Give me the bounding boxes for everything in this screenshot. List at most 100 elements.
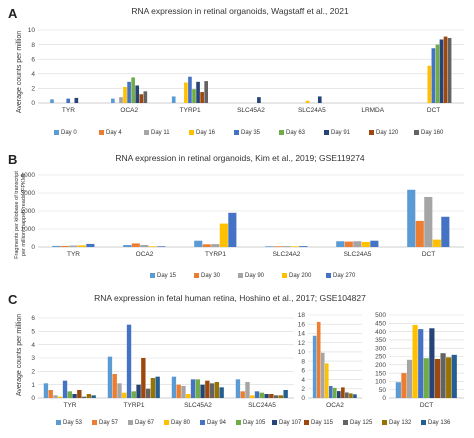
panel-c1-bar-tyrp1-day-105 [131, 391, 136, 398]
panel-c2-bar-oca2-day-125 [345, 392, 349, 398]
panel-b-category-label: TYR [67, 251, 80, 258]
panel-c-legend-swatch [272, 420, 277, 425]
panel-a-legend-label: Day 120 [376, 130, 399, 136]
panel-c1-bar-slc24a5-day-132 [278, 395, 284, 398]
panel-b-bar-oca2-day-200 [148, 246, 157, 247]
panel-b-legend-swatch [150, 273, 155, 278]
panel-a-y-ticks: 0 2 4 6 8 10 [28, 27, 36, 107]
panel-a-bar-tyrp1-day-35 [188, 76, 192, 103]
panel-c1-bar-tyr-day-67 [53, 395, 58, 398]
panel-a-bar-slc24a5-day-16 [305, 100, 310, 103]
panel-c2-bar-oca2-day-53 [312, 335, 317, 398]
panel-b-bar-dct-day-270 [441, 216, 450, 247]
panel-a-y-tick-label: 8 [31, 42, 35, 49]
panel-c3-y-tick-label: 50 [379, 387, 387, 394]
panel-b-bar-tyr-day-30 [60, 245, 69, 247]
panel-c1-category-label: TYRP1 [124, 402, 145, 409]
panel-c-legend-label: Day 57 [99, 420, 119, 426]
panel-b-bar-tyrp1-day-200 [219, 223, 228, 247]
panel-c2-y-ticks: 0 2 4 6 8 10 12 14 16 18 [298, 312, 306, 402]
panel-c-legend-label: Day 125 [350, 420, 373, 426]
panel-b-ylabel-line-2: per million mapped reads (FPKM) [21, 174, 27, 256]
panel-a-bar-dct-day-16 [427, 65, 432, 103]
panel-c1-bar-slc24a5-day-125 [273, 395, 279, 398]
panel-b-bar-oca2-day-90 [140, 245, 149, 247]
panel-a-category-label: OCA2 [120, 107, 138, 114]
panel-c-legend-label: Day 132 [389, 420, 412, 426]
panel-a-bar-tyrp1-day-160 [204, 81, 208, 103]
panel-c1-bar-tyrp1-day-80 [122, 392, 127, 398]
panel-a-categories: TYR OCA2 TYRP1 SLC45A2 SLC24A5 LRMDA DCT [62, 107, 440, 114]
panel-c2-y-tick-label: 16 [298, 321, 306, 328]
panel-c3-bar-dct-day-107 [429, 328, 435, 398]
panel-c1-bar-tyrp1-day-136 [155, 376, 160, 398]
panel-c-legend-swatch [92, 420, 97, 425]
panel-b-bar-slc24a5-day-90 [353, 241, 362, 247]
panel-b-bar-dct-day-90 [424, 196, 433, 247]
panel-c1-y-ticks: 0 1 2 3 4 5 6 [31, 315, 35, 402]
panel-c1-bar-tyrp1-day-125 [145, 388, 151, 398]
panel-c-legend-swatch [164, 420, 169, 425]
panel-c3-categories: DCT [420, 402, 433, 409]
panel-a-bar-oca2-day-16 [123, 86, 127, 103]
panel-c3-y-tick-label: 0 [382, 395, 386, 402]
panel-c1-bar-slc24a5-day-94 [254, 391, 260, 398]
panel-a-bar-dct-day-120 [443, 36, 448, 103]
panel-c2-bar-oca2-day-94 [328, 386, 333, 398]
panel-b-bar-tyrp1-day-270 [228, 212, 237, 247]
panel-a-bar-tyrp1-day-63 [192, 89, 196, 103]
panel-a-y-tick-label: 10 [28, 27, 36, 34]
panel-c1-bar-slc24a5-day-80 [250, 395, 255, 398]
panel-c1-y-tick-label: 2 [31, 369, 35, 376]
panel-c-legend-label: Day 107 [279, 420, 302, 426]
panel-c1-bar-slc24a5-day-136 [283, 390, 288, 398]
panel-b-y-tick-label: 2000 [21, 208, 36, 215]
panel-b-legend-swatch [282, 273, 287, 278]
panel-b-letter: B [8, 152, 17, 167]
panel-a-bar-tyrp1-day-120 [200, 92, 204, 103]
panel-a-legend-swatch [189, 130, 194, 135]
panel-a-category-label: TYR [62, 107, 75, 114]
panel-b-bar-tyrp1-day-90 [211, 244, 220, 247]
panel-b-bar-slc24a5-day-30 [344, 241, 353, 247]
panel-b-bar-slc24a2-day-270 [299, 246, 308, 247]
panel-c-legend-swatch [128, 420, 133, 425]
panel-c3-y-tick-label: 150 [375, 370, 386, 377]
panel-b-legend-swatch [326, 273, 331, 278]
panel-a-bar-dct-day-160 [447, 38, 452, 103]
panel-c1-bar-tyr-day-107 [72, 394, 77, 398]
panel-c1-category-label: SLC45A2 [184, 402, 212, 409]
panel-b-bar-slc24a5-day-15 [336, 241, 345, 247]
panel-c3-bar-dct-day-57 [401, 373, 407, 398]
panel-c1-grid [38, 317, 294, 399]
panel-a-bar-slc45a2-day-91 [257, 97, 261, 103]
panel-c2-bar-oca2-day-107 [337, 391, 341, 398]
panel-c-legend-label: Day 115 [311, 420, 334, 426]
panel-c2-bar-oca2-day-80 [324, 363, 329, 398]
panel-b-category-label: SLC24A2 [273, 251, 301, 258]
panel-c-legend-swatch [200, 420, 205, 425]
panel-b-bar-dct-day-30 [415, 220, 424, 247]
panel-b-ylabel-line-1: Fragments per kilobase of transcript [14, 171, 20, 259]
panel-c-legend-swatch [343, 420, 348, 425]
panel-c-legend-label: Day 80 [171, 420, 191, 426]
panel-b-legend-label: Day 90 [245, 273, 265, 279]
panel-a-bar-tyrp1-day-0 [171, 96, 176, 103]
panel-c-legend-swatch [421, 420, 426, 425]
panel-c3-bar-dct-day-53 [395, 382, 401, 398]
panel-b-bar-tyr-day-270 [86, 243, 95, 247]
panel-c1-bar-slc45a2-day-67 [181, 386, 186, 398]
panel-c1-bar-tyrp1-day-67 [117, 383, 122, 398]
panel-b-category-label: TYRP1 [205, 251, 226, 258]
panel-c3-y-tick-label: 350 [375, 337, 386, 344]
panel-b-bar-slc24a2-day-90 [282, 246, 291, 247]
panel-c1-bar-slc45a2-day-107 [200, 384, 205, 398]
panel-c3-y-tick-label: 450 [375, 321, 386, 328]
panel-c2-bar-oca2-day-136 [353, 394, 357, 398]
panel-c2-y-tick-label: 6 [301, 368, 305, 375]
panel-c-letter: C [8, 292, 18, 307]
panel-c3-bar-dct-day-125 [440, 353, 446, 398]
panel-c2-category-label: OCA2 [326, 402, 344, 409]
